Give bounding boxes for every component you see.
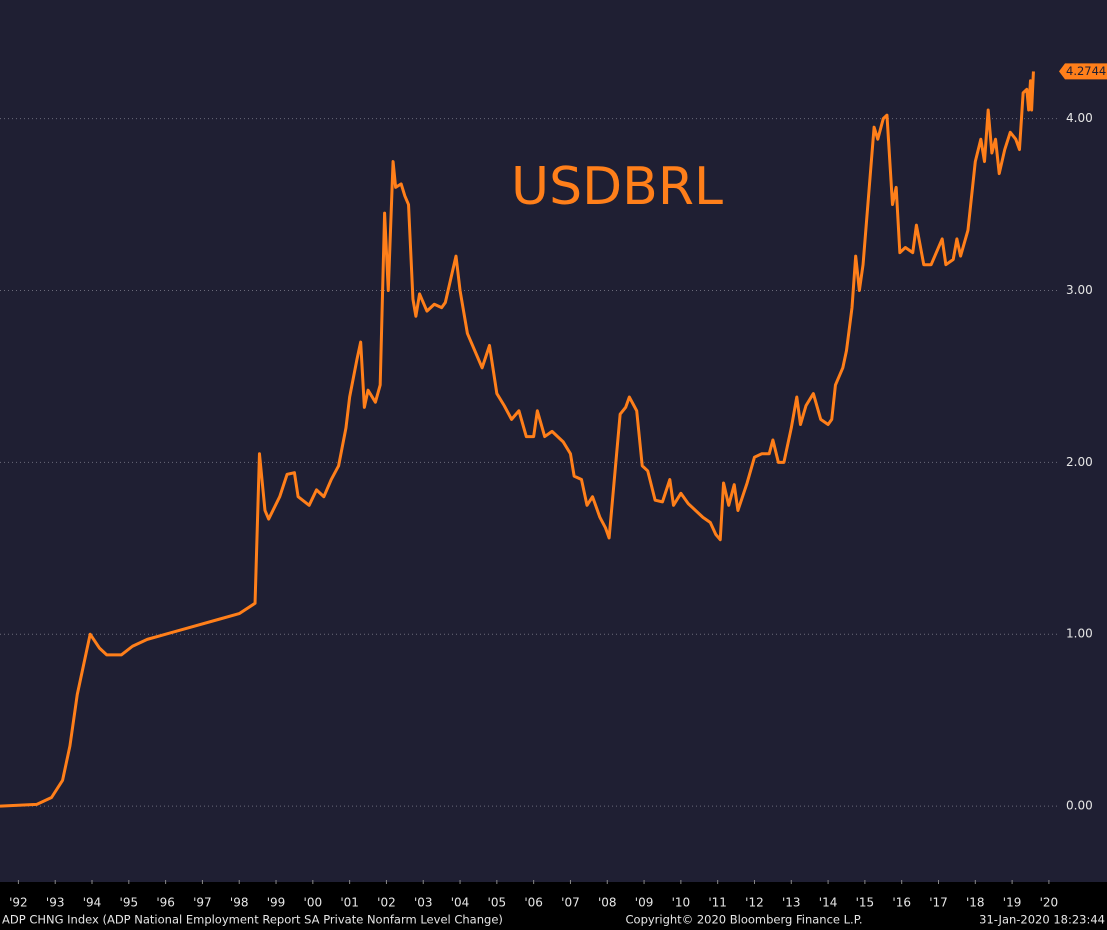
- x-tick-label: '97: [193, 896, 212, 910]
- x-tick-label: '06: [524, 896, 543, 910]
- x-tick-label: '96: [156, 896, 175, 910]
- last-value-tag: [1059, 63, 1107, 80]
- x-tick-label: '00: [304, 896, 323, 910]
- x-tick-label: '13: [782, 896, 801, 910]
- x-tick-label: '07: [561, 896, 580, 910]
- y-tick-label: 2.00: [1066, 455, 1093, 469]
- x-tick-label: '02: [377, 896, 396, 910]
- footer-left: ADP CHNG Index (ADP National Employment …: [2, 913, 503, 927]
- footer-center: Copyright© 2020 Bloomberg Finance L.P.: [626, 913, 863, 927]
- x-tick-label: '18: [966, 896, 985, 910]
- footer-background: [0, 882, 1107, 930]
- last-value-label: 4.2744: [1066, 64, 1106, 78]
- x-tick-label: '16: [892, 896, 911, 910]
- x-tick-label: '98: [230, 896, 249, 910]
- line: [0, 71, 1035, 808]
- x-tick-label: '10: [672, 896, 691, 910]
- x-tick-label: '99: [267, 896, 286, 910]
- x-tick-label: '03: [414, 896, 433, 910]
- x-tick-label: '09: [635, 896, 654, 910]
- y-tick-label: 1.00: [1066, 627, 1093, 641]
- x-tick-label: '20: [1040, 896, 1059, 910]
- x-tick-label: '12: [745, 896, 764, 910]
- x-tick-label: '01: [340, 896, 359, 910]
- chart-title: USDBRL: [511, 157, 723, 217]
- x-tick-label: '15: [856, 896, 875, 910]
- x-tick-label: '14: [819, 896, 838, 910]
- x-tick-label: '95: [120, 896, 139, 910]
- x-tick-label: '93: [46, 896, 65, 910]
- x-tick-label: '94: [83, 896, 102, 910]
- y-tick-label: 4.00: [1066, 111, 1093, 125]
- y-tick-label: 3.00: [1066, 283, 1093, 297]
- y-tick-label: 0.00: [1066, 799, 1093, 813]
- footer-right: 31-Jan-2020 18:23:44: [979, 913, 1105, 927]
- x-tick-label: '08: [598, 896, 617, 910]
- x-tick-label: '05: [488, 896, 507, 910]
- x-tick-label: '17: [929, 896, 948, 910]
- plot-background: [0, 0, 1107, 882]
- x-tick-label: '04: [451, 896, 470, 910]
- x-tick-label: '11: [708, 896, 727, 910]
- x-tick-label: '92: [9, 896, 28, 910]
- x-tick-label: '19: [1003, 896, 1022, 910]
